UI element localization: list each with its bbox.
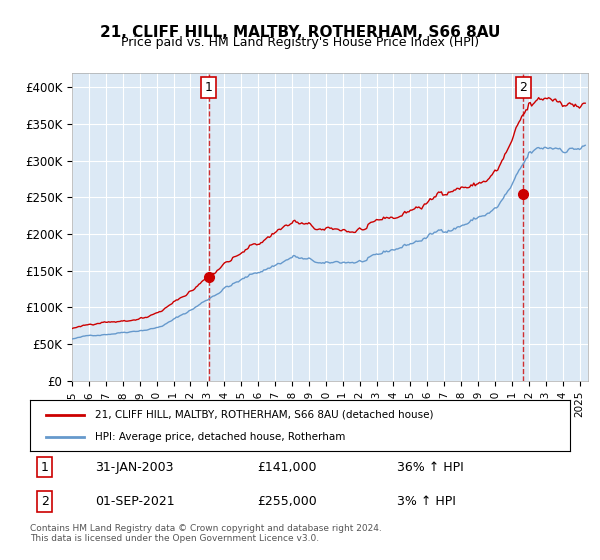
Text: Contains HM Land Registry data © Crown copyright and database right 2024.
This d: Contains HM Land Registry data © Crown c…	[30, 524, 382, 543]
Text: 21, CLIFF HILL, MALTBY, ROTHERHAM, S66 8AU (detached house): 21, CLIFF HILL, MALTBY, ROTHERHAM, S66 8…	[95, 409, 433, 419]
Text: 1: 1	[41, 461, 49, 474]
Text: 36% ↑ HPI: 36% ↑ HPI	[397, 461, 464, 474]
Text: £255,000: £255,000	[257, 495, 317, 508]
Text: 3% ↑ HPI: 3% ↑ HPI	[397, 495, 456, 508]
Text: 2: 2	[41, 495, 49, 508]
Text: 2: 2	[519, 81, 527, 94]
Text: Price paid vs. HM Land Registry's House Price Index (HPI): Price paid vs. HM Land Registry's House …	[121, 36, 479, 49]
Text: 31-JAN-2003: 31-JAN-2003	[95, 461, 173, 474]
Text: £141,000: £141,000	[257, 461, 316, 474]
Text: HPI: Average price, detached house, Rotherham: HPI: Average price, detached house, Roth…	[95, 432, 345, 442]
Text: 1: 1	[205, 81, 212, 94]
Text: 21, CLIFF HILL, MALTBY, ROTHERHAM, S66 8AU: 21, CLIFF HILL, MALTBY, ROTHERHAM, S66 8…	[100, 25, 500, 40]
Text: 01-SEP-2021: 01-SEP-2021	[95, 495, 175, 508]
